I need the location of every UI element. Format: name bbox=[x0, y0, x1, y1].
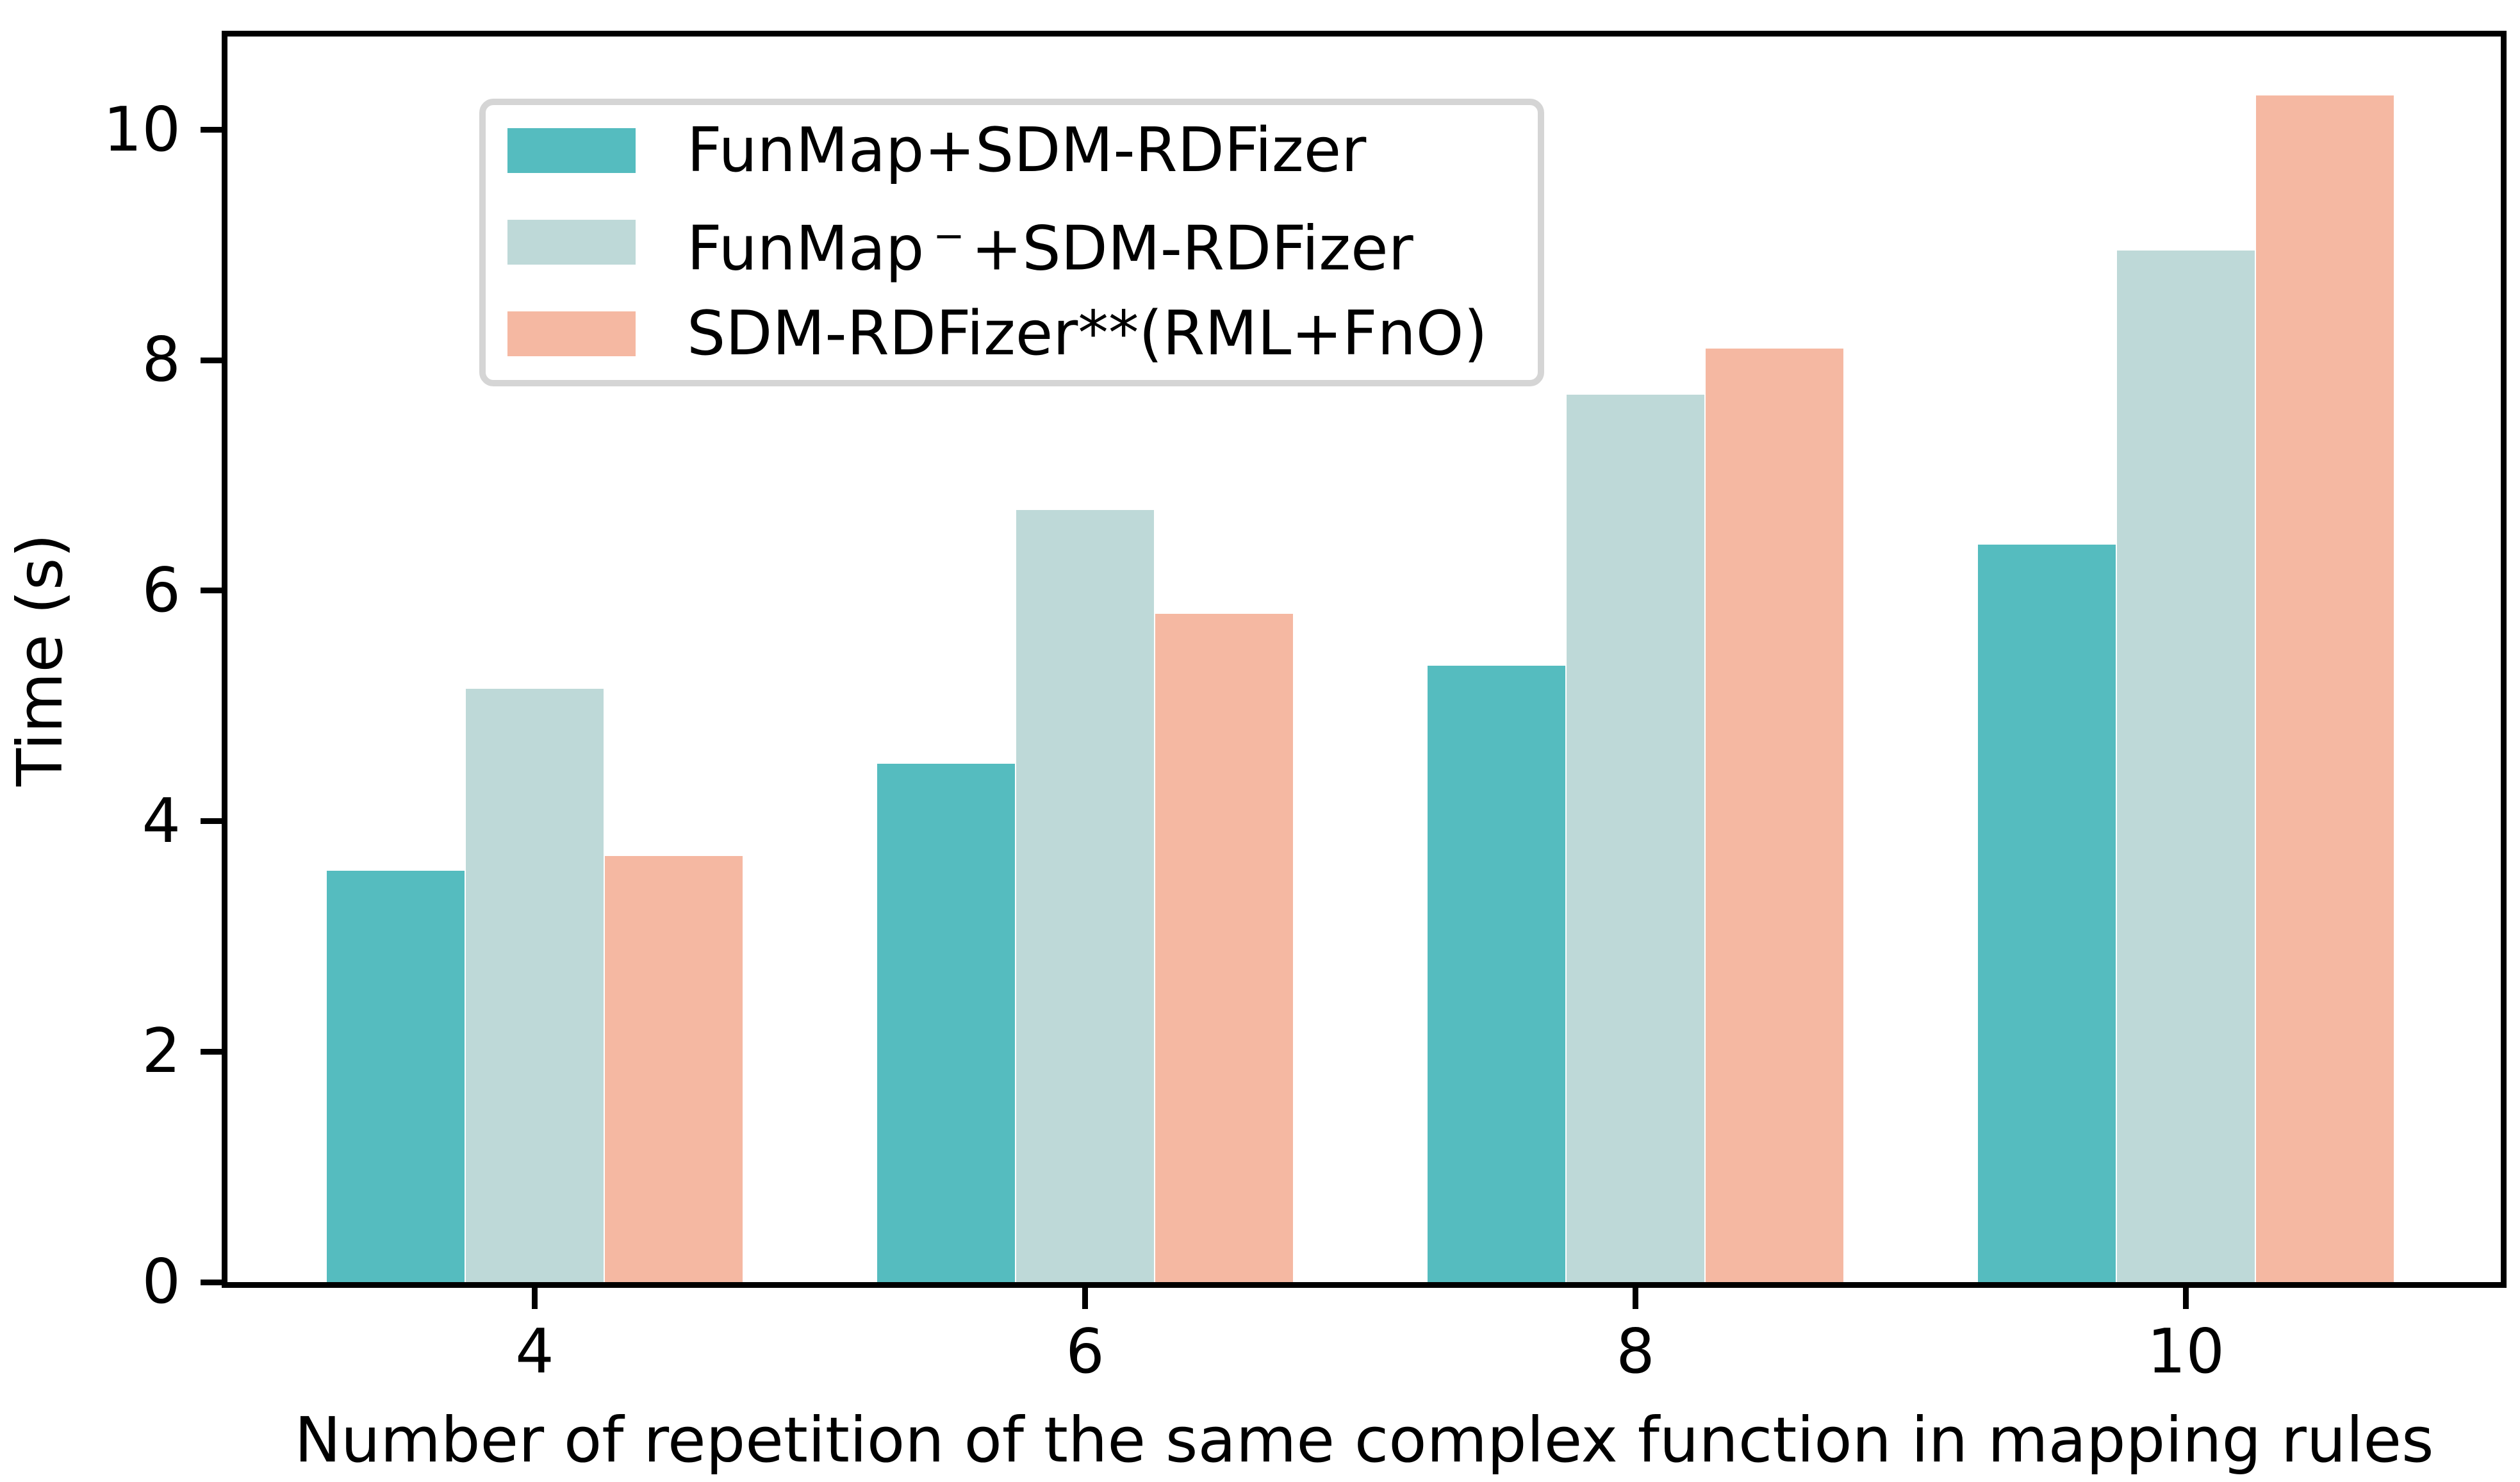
y-tick-label-2: 2 bbox=[142, 1016, 181, 1087]
legend-item-2: FunMap − +SDM-RDFizer bbox=[507, 207, 1512, 284]
bar-series2-cat-8 bbox=[1567, 395, 1704, 1282]
bar-series2-cat-10 bbox=[2117, 251, 2255, 1282]
y-tick-label-10: 10 bbox=[103, 94, 181, 165]
legend-swatch-icon bbox=[507, 128, 636, 173]
bar-series2-cat-6 bbox=[1016, 510, 1154, 1282]
bar-series3-cat-10 bbox=[2256, 95, 2394, 1282]
y-tick-2 bbox=[201, 1048, 222, 1055]
legend-label: FunMap+SDM-RDFizer bbox=[687, 115, 1367, 186]
legend: FunMap+SDM-RDFizer FunMap − +SDM-RDFizer SDM… bbox=[479, 99, 1544, 386]
x-tick-label-6: 6 bbox=[1066, 1317, 1105, 1387]
x-axis-label: Number of repetition of the same complex… bbox=[294, 1404, 2434, 1476]
y-tick-0 bbox=[201, 1279, 222, 1285]
legend-item-3: SDM-RDFizer**(RML+FnO) bbox=[507, 299, 1512, 369]
legend-swatch-icon bbox=[507, 311, 636, 356]
x-tick-8 bbox=[1633, 1288, 1638, 1309]
legend-label: FunMap − +SDM-RDFizer bbox=[687, 213, 1413, 284]
bar-series1-cat-10 bbox=[1978, 545, 2116, 1282]
legend-item-1: FunMap+SDM-RDFizer bbox=[507, 115, 1512, 186]
bar-series3-cat-6 bbox=[1155, 614, 1293, 1282]
y-tick-8 bbox=[201, 357, 222, 363]
bar-series1-cat-6 bbox=[877, 764, 1015, 1282]
legend-swatch-icon bbox=[507, 220, 636, 265]
x-tick-label-10: 10 bbox=[2147, 1317, 2225, 1387]
y-tick-6 bbox=[201, 588, 222, 594]
y-tick-label-8: 8 bbox=[142, 325, 181, 396]
bar-series1-cat-4 bbox=[327, 871, 465, 1282]
y-tick-label-6: 6 bbox=[142, 555, 181, 626]
legend-label: SDM-RDFizer**(RML+FnO) bbox=[687, 299, 1488, 369]
x-tick-label-4: 4 bbox=[515, 1317, 554, 1387]
x-tick-10 bbox=[2183, 1288, 2189, 1309]
y-tick-10 bbox=[201, 127, 222, 133]
x-tick-4 bbox=[532, 1288, 538, 1309]
y-tick-4 bbox=[201, 818, 222, 825]
bar-series3-cat-4 bbox=[605, 856, 743, 1282]
y-tick-label-4: 4 bbox=[142, 786, 181, 857]
bar-series3-cat-8 bbox=[1706, 349, 1843, 1282]
bar-series1-cat-8 bbox=[1428, 666, 1565, 1282]
plot-area: FunMap+SDM-RDFizer FunMap − +SDM-RDFizer SDM… bbox=[222, 31, 2507, 1288]
y-tick-label-0: 0 bbox=[142, 1247, 181, 1317]
x-tick-6 bbox=[1082, 1288, 1088, 1309]
x-tick-label-8: 8 bbox=[1616, 1317, 1655, 1387]
bar-series2-cat-4 bbox=[466, 689, 604, 1282]
